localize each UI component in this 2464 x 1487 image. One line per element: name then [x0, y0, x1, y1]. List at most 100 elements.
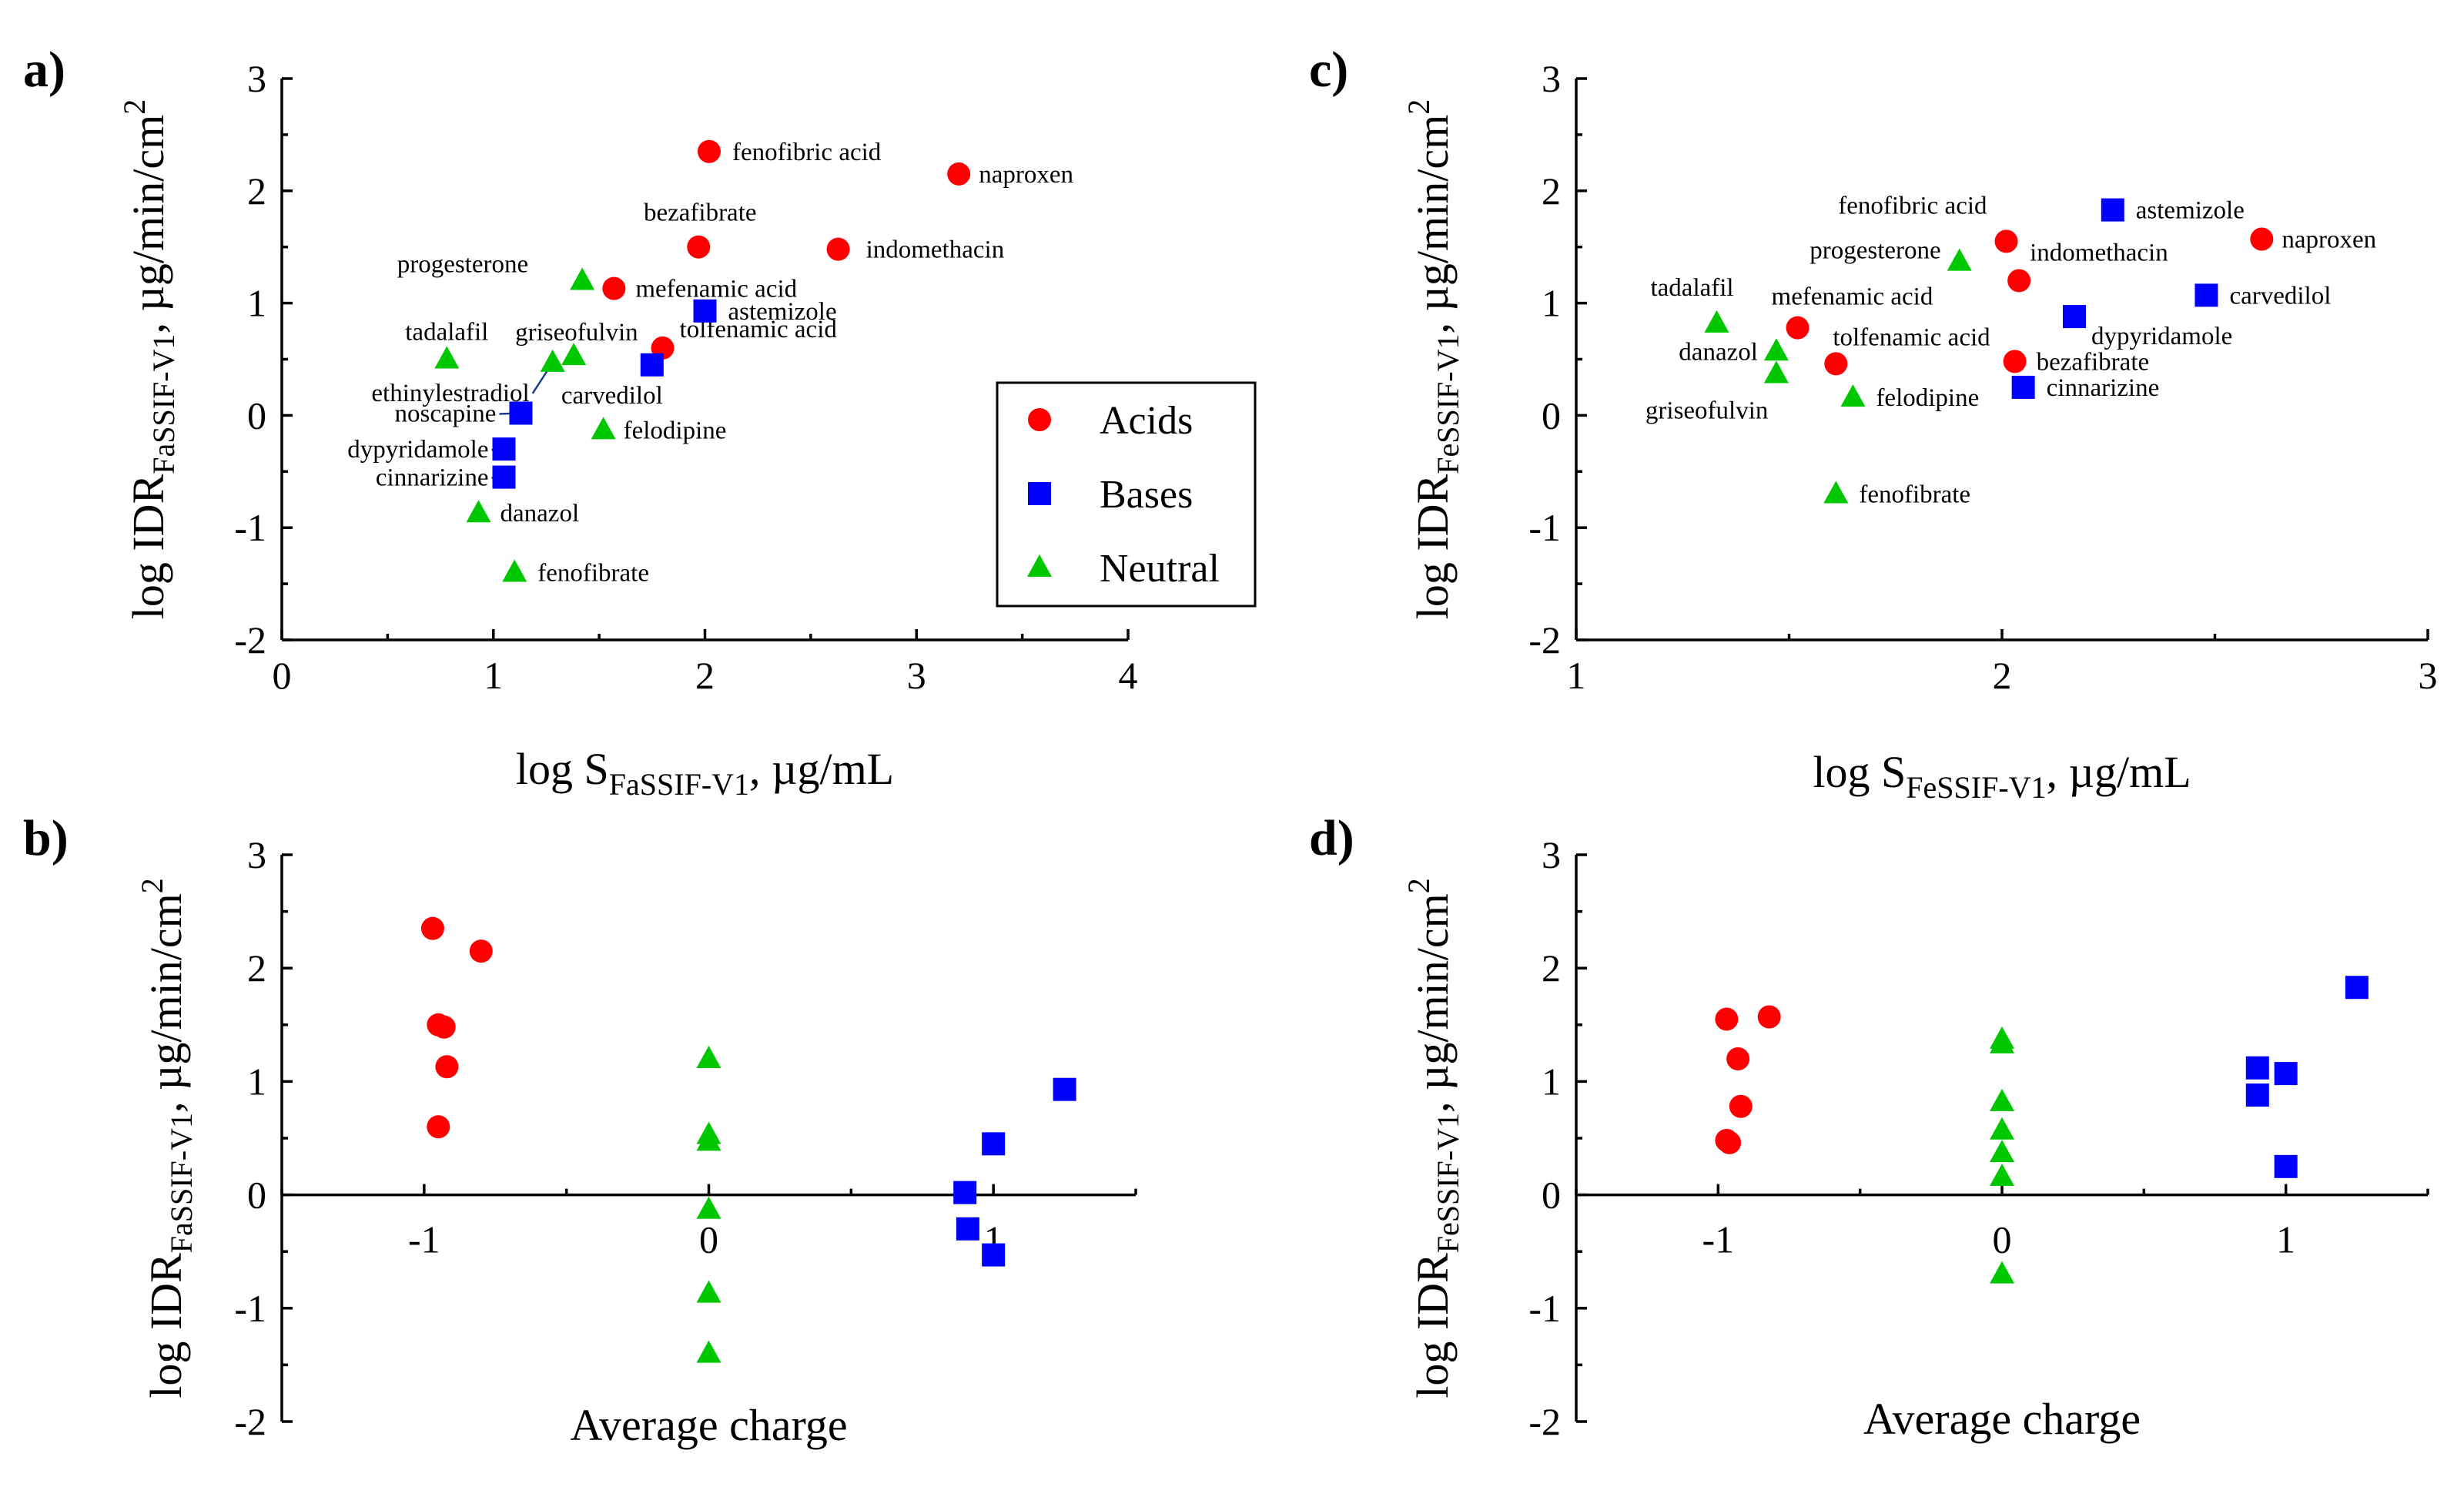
- x-tick-label: -1: [1702, 1218, 1735, 1261]
- point-cinnarizine: [492, 465, 516, 489]
- label-mefenamic-acid: mefenamic acid: [635, 276, 797, 303]
- point-neutral: [696, 1045, 721, 1068]
- label-naproxen: naproxen: [2282, 226, 2376, 253]
- point-neutral: [1990, 1117, 2014, 1140]
- label-tadalafil: tadalafil: [1650, 274, 1733, 302]
- y-tick-label: 1: [1542, 282, 1561, 325]
- label-dypyridamole: dypyridamole: [347, 436, 488, 464]
- label-felodipine: felodipine: [624, 417, 727, 444]
- y-axis-title-main: log IDR: [141, 1253, 191, 1398]
- label-carvedilol: carvedilol: [561, 382, 663, 410]
- y-tick-label: 0: [247, 394, 266, 437]
- y-tick-label: 2: [247, 169, 266, 213]
- label-griseofulvin: griseofulvin: [1645, 397, 1768, 424]
- point-felodipine: [591, 417, 616, 440]
- label-fenofibric-acid: fenofibric acid: [732, 139, 882, 166]
- y-tick-label: 0: [247, 1174, 266, 1217]
- label-tadalafil: tadalafil: [405, 319, 488, 347]
- point-neutral: [1990, 1164, 2014, 1187]
- y-axis-title: log IDRFaSSIF-V1, µg/min/cm2: [135, 878, 199, 1398]
- legend-marker-neutral: [1027, 554, 1052, 577]
- y-tick-label: 1: [247, 282, 266, 325]
- y-axis-title-unit: , µg/min/cm: [141, 893, 191, 1113]
- point-acid: [1718, 1130, 1742, 1154]
- y-tick-label: 1: [247, 1060, 266, 1103]
- point-base: [982, 1132, 1006, 1156]
- x-tick-label: 1: [1567, 654, 1586, 697]
- label-bezafibrate: bezafibrate: [2037, 348, 2150, 376]
- point-acid: [1757, 1005, 1781, 1029]
- point-fenofibrate: [1823, 481, 1849, 504]
- point-mefenamic-acid: [1786, 316, 1810, 340]
- point-acid: [469, 939, 493, 963]
- label-tolfenamic-acid: tolfenamic acid: [1833, 323, 1990, 351]
- x-tick-label: 4: [1119, 654, 1138, 697]
- point-acid: [1715, 1007, 1739, 1031]
- label-fenofibric-acid: fenofibric acid: [1838, 192, 1987, 219]
- legend: Acids Bases Neutral: [996, 381, 1257, 608]
- x-axis-title-sub: FeSSIF-V1: [1906, 770, 2046, 805]
- y-axis-title-main: log IDR: [1408, 1253, 1458, 1398]
- x-tick-label: 1: [2276, 1218, 2295, 1261]
- y-tick-label: 3: [1542, 57, 1561, 100]
- point-base: [2245, 1083, 2269, 1107]
- point-neutral: [696, 1128, 721, 1151]
- label-felodipine: felodipine: [1876, 384, 1979, 412]
- x-axis-title-sub: FaSSIF-V1: [609, 767, 749, 802]
- point-neutral: [1990, 1140, 2014, 1163]
- x-tick-label: -1: [408, 1218, 440, 1261]
- label-bezafibrate: bezafibrate: [644, 199, 757, 227]
- label-indomethacin: indomethacin: [866, 236, 1005, 264]
- point-griseofulvin: [1763, 360, 1789, 383]
- y-tick-label: 2: [1542, 169, 1561, 213]
- y-tick-label: 2: [1542, 946, 1561, 990]
- y-tick-label: -2: [234, 1400, 266, 1443]
- x-tick-label: 1: [484, 654, 503, 697]
- y-axis-title-sub: FeSSIF-V1: [1431, 333, 1465, 474]
- x-tick-label: 3: [907, 654, 926, 697]
- panel-label: d): [1309, 810, 1354, 866]
- x-tick-label: 2: [1993, 654, 2012, 697]
- point-fenofibrate: [502, 559, 527, 582]
- point-acid: [432, 1015, 456, 1039]
- point-bezafibrate: [687, 235, 711, 259]
- point-astemizole: [2101, 198, 2124, 222]
- y-tick-label: 1: [1542, 1060, 1561, 1103]
- x-tick-label: 0: [273, 654, 292, 697]
- y-axis-title-sub: FaSSIF-V1: [164, 1113, 199, 1253]
- panel-label: a): [23, 42, 65, 98]
- point-naproxen: [2250, 227, 2274, 251]
- point-base: [956, 1217, 979, 1241]
- point-indomethacin: [2007, 269, 2031, 293]
- legend-marker-base: [1028, 482, 1051, 505]
- y-axis-title-sub: FaSSIF-V1: [146, 333, 181, 474]
- y-axis-title: log IDRFeSSIF-V1, µg/min/cm2: [1401, 878, 1465, 1398]
- point-danazol: [1763, 338, 1789, 361]
- y-tick-label: -1: [234, 1287, 266, 1330]
- x-axis-title: Average charge: [570, 1400, 847, 1450]
- point-neutral: [1990, 1261, 2014, 1284]
- point-fenofibric-acid: [1994, 229, 2018, 253]
- point-acid: [1729, 1094, 1753, 1118]
- y-axis-title-sup: 2: [117, 99, 152, 115]
- point-mefenamic-acid: [602, 276, 626, 300]
- x-tick-label: 0: [1993, 1218, 2012, 1261]
- point-base: [982, 1243, 1006, 1267]
- x-axis-title-main: log S: [516, 744, 609, 794]
- y-axis-title-sup: 2: [1401, 878, 1436, 893]
- x-axis-title: log SFeSSIF-V1, µg/mL: [1813, 747, 2191, 805]
- point-base: [2245, 1056, 2269, 1080]
- point-acid: [1726, 1047, 1750, 1070]
- label-astemizole: astemizole: [728, 298, 837, 326]
- point-acid: [420, 916, 444, 940]
- point-cinnarizine: [2011, 375, 2035, 399]
- y-axis-title-sup: 2: [1401, 99, 1436, 115]
- legend-label-neutral: Neutral: [1100, 547, 1220, 591]
- panel-label: c): [1309, 42, 1348, 98]
- y-axis-title-unit: , µg/min/cm: [1408, 115, 1458, 334]
- x-tick-label: 2: [695, 654, 715, 697]
- x-axis-title-unit: , µg/mL: [2047, 747, 2191, 797]
- label-noscapine: noscapine: [395, 400, 497, 427]
- y-axis-title-unit: , µg/min/cm: [1408, 893, 1458, 1113]
